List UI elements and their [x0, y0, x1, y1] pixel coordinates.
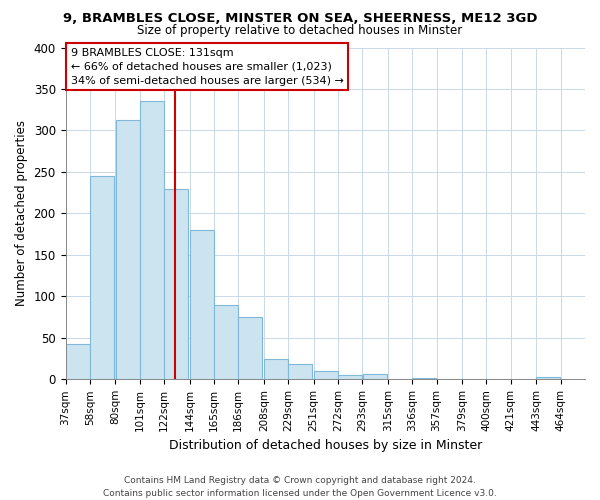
Y-axis label: Number of detached properties: Number of detached properties [15, 120, 28, 306]
Bar [66, 344, 90, 380]
Bar [536, 377, 560, 380]
Bar [362, 374, 386, 380]
Bar [238, 317, 262, 380]
Text: Size of property relative to detached houses in Minster: Size of property relative to detached ho… [137, 24, 463, 37]
Text: Contains HM Land Registry data © Crown copyright and database right 2024.
Contai: Contains HM Land Registry data © Crown c… [103, 476, 497, 498]
Bar [338, 375, 362, 380]
Bar [164, 190, 188, 380]
Text: 9 BRAMBLES CLOSE: 131sqm
← 66% of detached houses are smaller (1,023)
34% of sem: 9 BRAMBLES CLOSE: 131sqm ← 66% of detach… [71, 48, 344, 86]
X-axis label: Distribution of detached houses by size in Minster: Distribution of detached houses by size … [169, 440, 482, 452]
Bar [116, 120, 140, 380]
Bar [289, 364, 313, 380]
Bar [314, 371, 338, 380]
Bar [214, 304, 238, 380]
Bar [140, 102, 164, 380]
Text: 9, BRAMBLES CLOSE, MINSTER ON SEA, SHEERNESS, ME12 3GD: 9, BRAMBLES CLOSE, MINSTER ON SEA, SHEER… [63, 12, 537, 26]
Bar [412, 378, 436, 380]
Bar [190, 230, 214, 380]
Bar [264, 358, 288, 380]
Bar [90, 176, 114, 380]
